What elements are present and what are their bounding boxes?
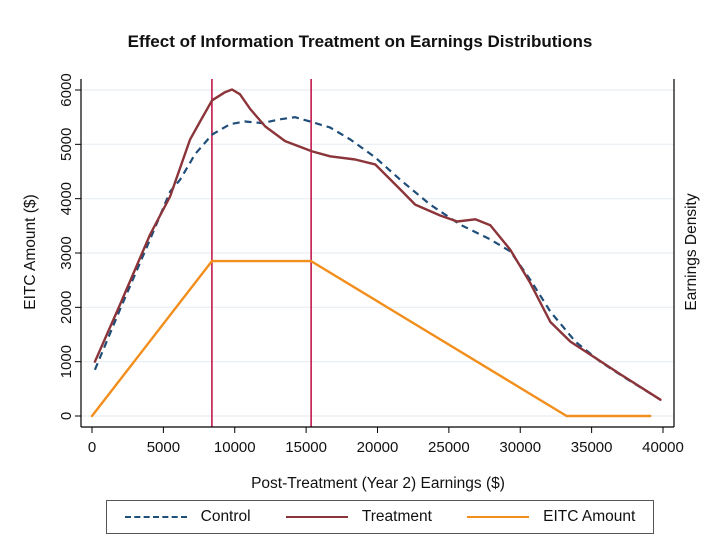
x-tick-label: 5000 (147, 439, 180, 456)
y-tick-label: 2000 (58, 291, 75, 324)
legend-swatch-eitc (467, 516, 530, 518)
legend-swatch-control (124, 516, 187, 518)
y-axis-title: EITC Amount ($) (22, 194, 39, 309)
series-line-treatment (93, 88, 662, 401)
legend-item-treatment: Treatment (285, 508, 432, 526)
gridlines (81, 89, 674, 417)
legend-swatch-treatment (285, 516, 348, 518)
y-tick-label: 1000 (58, 345, 75, 378)
legend-item-eitc: EITC Amount (467, 508, 635, 526)
x-tick-label: 30000 (499, 439, 541, 456)
series-layer (90, 88, 662, 418)
y-tick-label: 4000 (58, 182, 75, 215)
x-ticks: 0 5000 10000 15000 20000 25000 30000 35000 40000 (88, 427, 684, 456)
x-tick-label: 40000 (642, 439, 684, 456)
x-tick-label: 0 (88, 439, 96, 456)
y-axis-right-title: Earnings Density (683, 193, 700, 310)
legend: Control Treatment EITC Amount (106, 500, 654, 534)
legend-item-control: Control (124, 508, 251, 526)
y-tick-label: 5000 (58, 128, 75, 161)
y-ticks: 0 1000 2000 3000 4000 5000 6000 (58, 73, 81, 420)
x-tick-label: 15000 (285, 439, 327, 456)
legend-label-eitc: EITC Amount (543, 508, 636, 525)
x-axis-title: Post-Treatment (Year 2) Earnings ($) (251, 475, 505, 492)
x-tick-label: 10000 (214, 439, 256, 456)
x-tick-label: 35000 (571, 439, 613, 456)
series-line-eitc-amount (90, 259, 652, 418)
series-line-control (93, 116, 661, 401)
x-tick-label: 25000 (428, 439, 470, 456)
y-tick-label: 0 (58, 412, 75, 420)
reference-lines (211, 79, 312, 427)
x-tick-label: 20000 (357, 439, 399, 456)
y-tick-label: 6000 (58, 73, 75, 106)
chart-title: Effect of Information Treatment on Earni… (127, 32, 593, 51)
legend-label-control: Control (200, 508, 251, 525)
legend-label-treatment: Treatment (361, 508, 432, 525)
y-tick-label: 3000 (58, 236, 75, 269)
